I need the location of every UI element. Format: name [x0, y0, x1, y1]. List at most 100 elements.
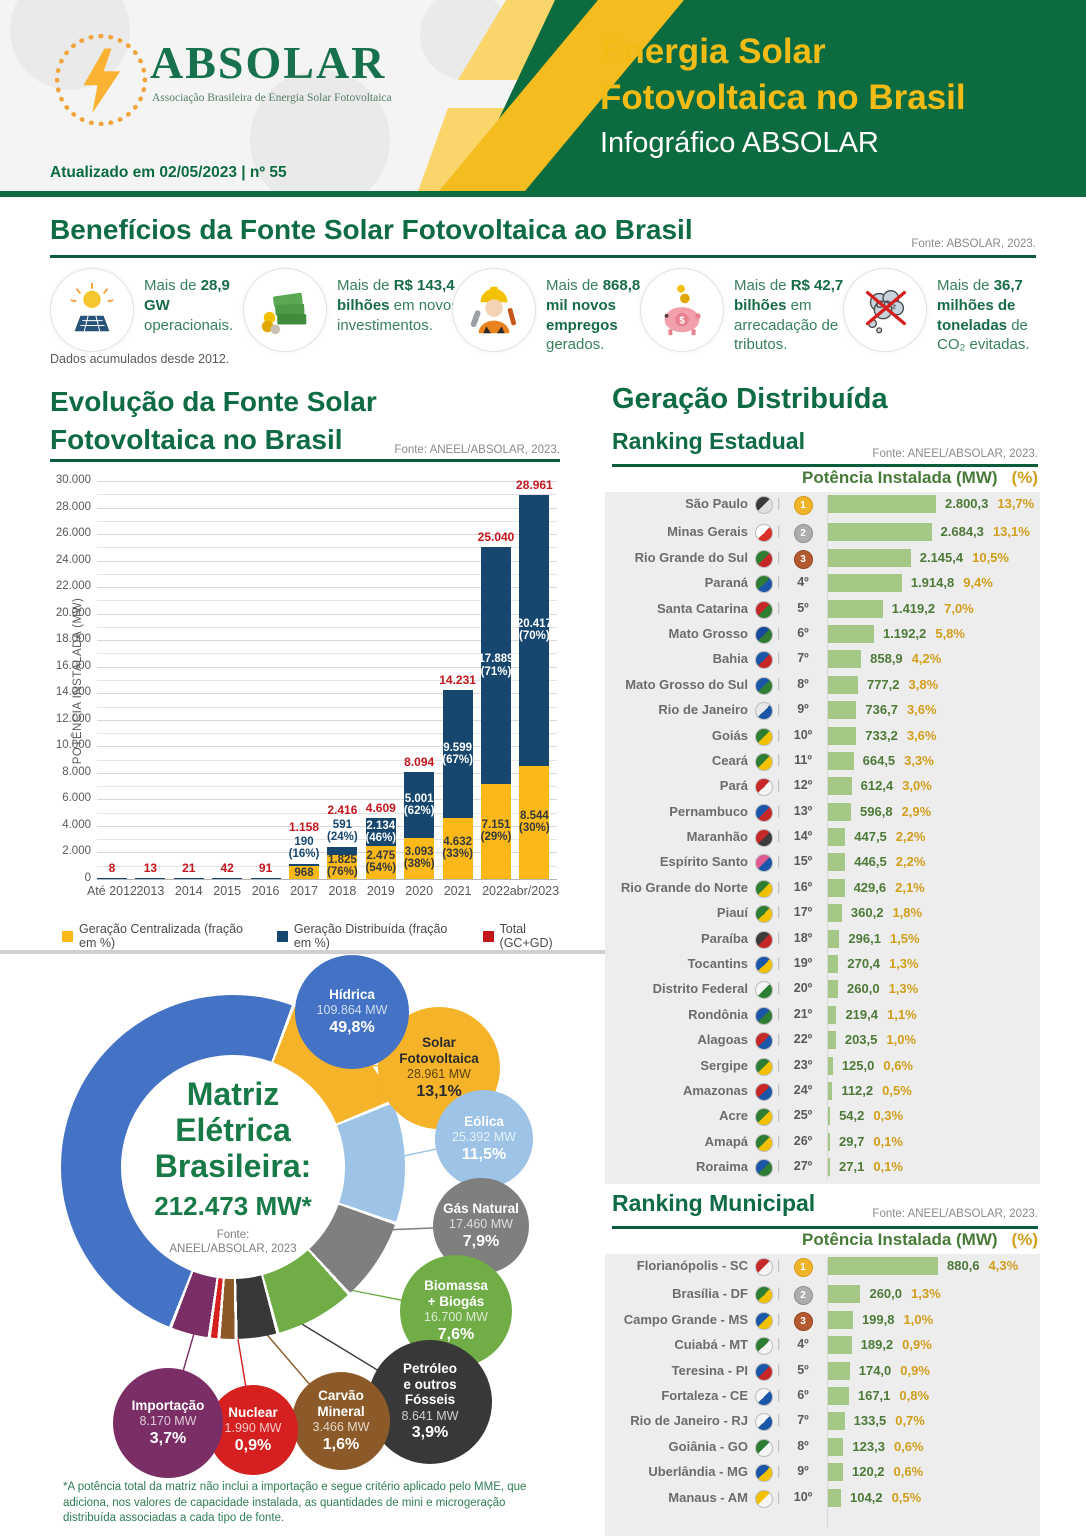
benefit-item: $ Mais de R$ 42,7 bilhões em arrecadação … — [640, 268, 852, 355]
rank-label: 3 — [784, 1311, 822, 1331]
estadual-column-header: Potência Instalada (MW) (%) — [605, 468, 1040, 488]
ranking-row: Rio de Janeiro - RJ | 7º 133,5 0,7% — [605, 1409, 1040, 1434]
separator: | — [777, 701, 781, 717]
gold-medal-icon: 1 — [793, 496, 813, 515]
separator: | — [777, 1463, 781, 1479]
flag-icon — [755, 930, 773, 949]
mw-value: 27,1 — [839, 1159, 865, 1175]
ranking-values: 1.914,8 9,4% — [911, 575, 993, 590]
flag-icon — [755, 1133, 773, 1152]
bar-total-tiny — [212, 877, 243, 879]
rank-label: 20º — [793, 981, 813, 996]
y-tick-label: 12.000 — [55, 712, 91, 725]
rank-label: 2 — [784, 524, 822, 544]
bubble-mw: 8.170 MW — [139, 1414, 197, 1429]
x-tick-label: 2022 — [482, 884, 510, 898]
region-name-label: Rio Grande do Sul — [634, 549, 748, 565]
y-tick-label: 28.000 — [55, 500, 91, 513]
gridline — [97, 865, 557, 867]
flag-icon — [755, 752, 773, 771]
pct-value: 7,0% — [944, 600, 974, 616]
region-name-label: Campo Grande - MS — [623, 1311, 748, 1327]
bokeh-circle — [250, 70, 390, 197]
separator: | — [777, 726, 781, 742]
bar-distribuida — [442, 690, 473, 818]
flag-icon — [755, 1082, 773, 1101]
ranking-row: Goiás | 10º 733,2 3,6% — [605, 724, 1040, 749]
separator: | — [777, 1158, 781, 1174]
ranking-values: 199,8 1,0% — [862, 1312, 933, 1327]
separator: | — [777, 675, 781, 691]
rank-label: 5º — [797, 1362, 809, 1377]
col-header-mw: Potência Instalada (MW) — [802, 1230, 998, 1249]
ranking-bar — [828, 853, 846, 872]
rank-label: 17º — [793, 905, 813, 920]
ranking-row: Sergipe | 23º 125,0 0,6% — [605, 1054, 1040, 1079]
col-header-pct: (%) — [1011, 468, 1038, 487]
legend-item: Geração Distribuída (fração em %) — [276, 922, 461, 950]
bubble-pct: 49,8% — [329, 1018, 375, 1036]
gc-label: 1.825 (76%) — [327, 854, 358, 879]
evolution-underline — [50, 459, 560, 462]
ranking-bar — [828, 675, 858, 694]
region-name-label: Tocantins — [687, 956, 748, 972]
ranking-values: 189,2 0,9% — [861, 1337, 932, 1352]
gd-label: 9.599 (67%) — [442, 741, 473, 766]
y-tick-label: 2.000 — [62, 845, 91, 858]
flag-icon — [755, 854, 773, 873]
flag-icon — [755, 778, 773, 797]
region-name-label: Bahia — [712, 651, 748, 667]
pct-value: 3,6% — [906, 727, 937, 743]
mw-value: 777,2 — [866, 676, 900, 692]
absolar-logo-icon — [55, 34, 147, 126]
gc-label: 968 — [294, 866, 314, 879]
region-name-label: Roraima — [695, 1159, 748, 1175]
ranking-values: 104,2 0,5% — [850, 1490, 921, 1505]
separator: | — [777, 802, 781, 818]
ranking-values: 112,2 0,5% — [841, 1083, 911, 1098]
rank-label: 22º — [793, 1032, 813, 1047]
gridline — [97, 547, 557, 549]
ranking-row: Pará | 12º 612,4 3,0% — [605, 774, 1040, 799]
mw-value: 429,6 — [853, 879, 887, 895]
y-axis-title: POTÊNCIA INSTALADA (MW) — [72, 597, 84, 765]
pct-value: 0,8% — [899, 1387, 930, 1403]
ranking-bar — [828, 548, 911, 567]
region-name-label: Sergipe — [700, 1057, 748, 1073]
ranking-row: Rio de Janeiro | 9º 736,7 3,6% — [605, 698, 1040, 723]
mw-value: 123,3 — [852, 1438, 885, 1454]
rank-label: 4º — [797, 1337, 809, 1352]
ranking-bar — [828, 878, 845, 897]
gridline — [97, 879, 557, 880]
page-title-line2: Fotovoltaica no Brasil — [600, 78, 966, 117]
mw-value: 880,6 — [947, 1258, 980, 1273]
col-header-mw: Potência Instalada (MW) — [802, 468, 998, 487]
flag-icon — [755, 676, 773, 695]
gridline — [97, 719, 557, 721]
bubble-pct: 7,9% — [462, 1232, 500, 1250]
gridline — [97, 733, 557, 735]
mw-value: 1.914,8 — [910, 575, 955, 591]
ranking-row: Florianópolis - SC | 1 880,6 4,3% — [605, 1254, 1040, 1282]
benefits-title: Benefícios da Fonte Solar Fotovoltaica a… — [50, 214, 693, 245]
total-label: 13 — [143, 860, 158, 875]
mw-value: 447,5 — [854, 829, 887, 845]
ranking-bar — [828, 751, 854, 770]
ranking-bar — [828, 1336, 852, 1355]
y-tick-label: 22.000 — [55, 580, 91, 593]
municipal-column-header: Potência Instalada (MW) (%) — [605, 1230, 1040, 1250]
region-name-label: Rondônia — [688, 1006, 748, 1022]
benefit-text: Mais de 868,8 mil novos empregos gerados… — [546, 277, 641, 354]
mw-value: 219,4 — [845, 1006, 878, 1022]
ranking-row: Manaus - AM | 10º 104,2 0,5% — [605, 1486, 1040, 1511]
pct-value: 5,8% — [935, 625, 965, 641]
ranking-values: 664,5 3,3% — [863, 753, 934, 768]
bar-total-tiny — [135, 877, 166, 879]
ranking-bar — [828, 650, 862, 669]
separator: | — [777, 624, 781, 640]
ranking-values: 296,1 1,5% — [848, 931, 919, 946]
benefit-text: Mais de R$ 42,7 bilhões em arrecadação d… — [734, 277, 844, 354]
separator: | — [777, 495, 781, 510]
ranking-row: Roraima | 27º 27,1 0,1% — [605, 1155, 1040, 1180]
pct-value: 4,3% — [988, 1258, 1019, 1273]
